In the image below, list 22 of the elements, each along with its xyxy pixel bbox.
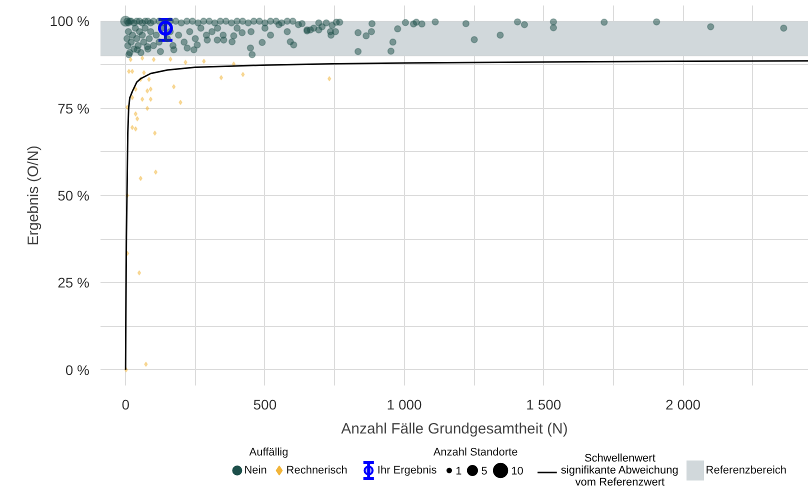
legend-label: Referenzbereich: [706, 464, 787, 476]
legend-label: Ihr Ergebnis: [377, 464, 438, 476]
legend-label: 10: [511, 466, 524, 478]
y-tick-label: 100 %: [50, 13, 90, 30]
legend-label: Nein: [244, 464, 267, 476]
legend-label: 1: [456, 466, 462, 478]
y-axis-title: Ergebnis (O/N): [24, 145, 42, 246]
text: Schwellenwert signifikante Abweichung vom Referenzwert: [560, 452, 678, 488]
x-tick-label: 1 000: [386, 396, 422, 412]
legend-label: Rechnerisch: [286, 464, 348, 476]
x-tick-label: 2 000: [666, 396, 701, 412]
y-tick-label: 25 %: [58, 274, 90, 291]
legend-label: 5: [481, 466, 488, 478]
x-tick-label: 0: [122, 396, 130, 412]
text: Anzahl Standorte: [433, 446, 518, 458]
x-axis-title: Anzahl Fälle Grundgesamtheit (N): [341, 420, 568, 438]
x-tick-label: 500: [253, 396, 277, 412]
x-tick-label: 1 500: [526, 396, 562, 412]
y-tick-label: 50 %: [58, 188, 90, 204]
y-tick-label: 0 %: [65, 362, 90, 378]
legend-title: Auffällig: [249, 446, 288, 458]
y-tick-label: 75 %: [58, 100, 90, 116]
